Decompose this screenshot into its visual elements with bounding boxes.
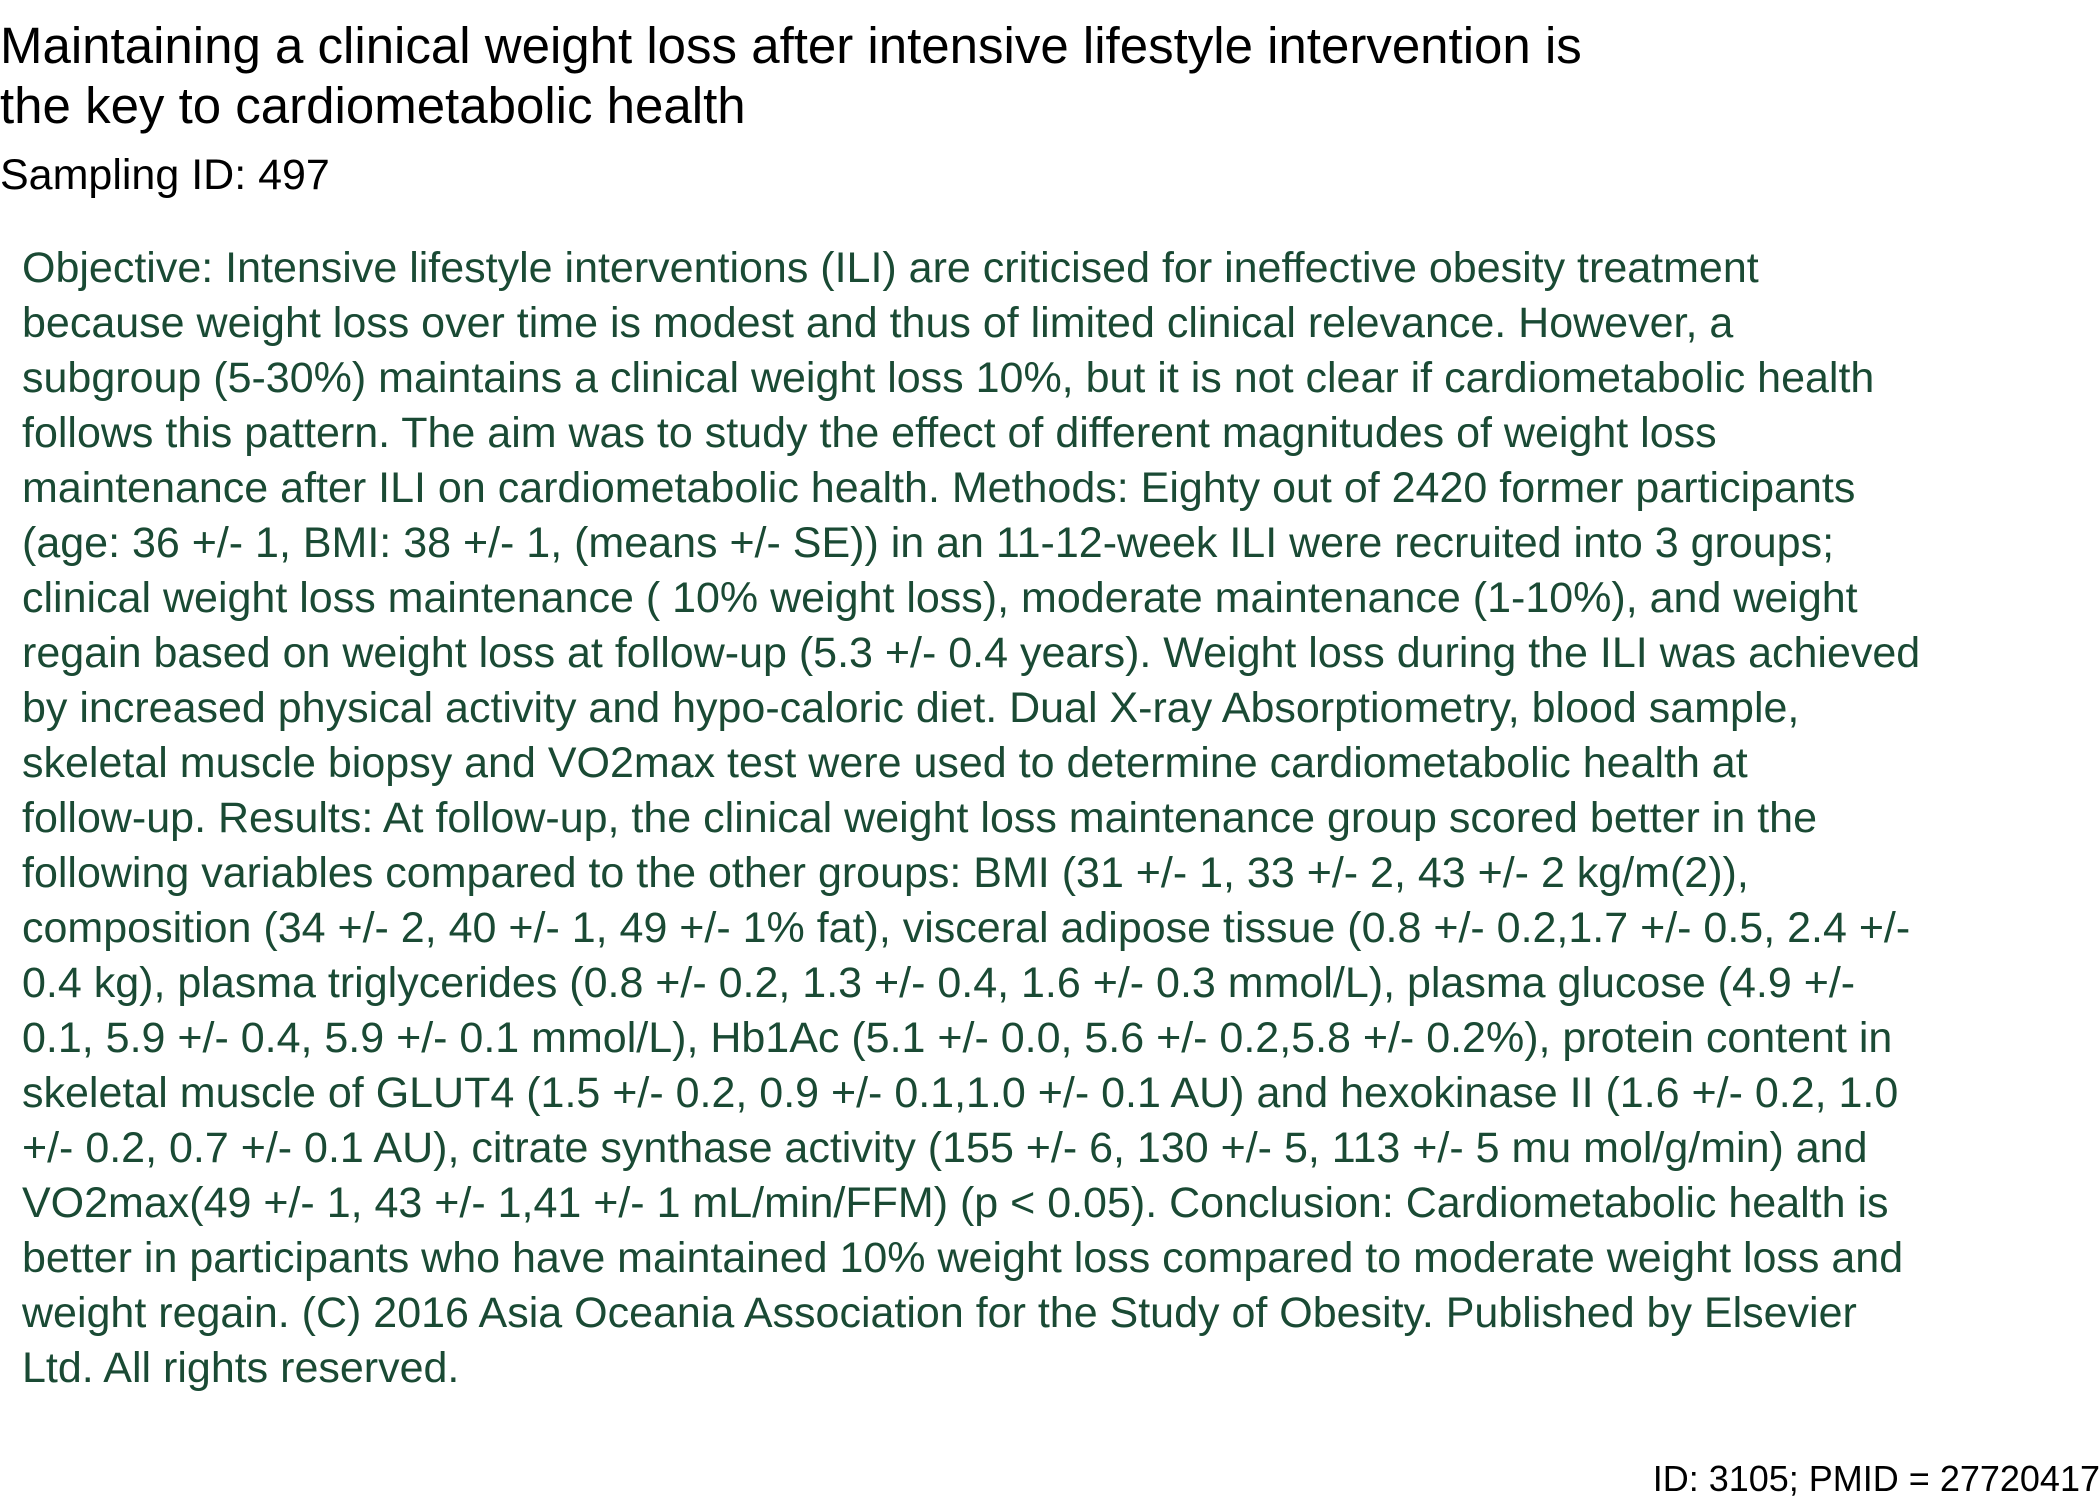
page-title: Maintaining a clinical weight loss after… (0, 16, 1780, 136)
abstract-line: clinical weight loss maintenance ( 10% w… (22, 574, 1858, 622)
abstract-line: weight regain. (C) 2016 Asia Oceania Ass… (22, 1289, 1857, 1337)
abstract-line: (age: 36 +/- 1, BMI: 38 +/- 1, (means +/… (22, 519, 1835, 567)
abstract-line: skeletal muscle biopsy and VO2max test w… (22, 739, 1748, 787)
document-id-footer: ID: 3105; PMID = 27720417 (1652, 1458, 2100, 1499)
abstract-line: composition (34 +/- 2, 40 +/- 1, 49 +/- … (22, 904, 1911, 952)
abstract-line: by increased physical activity and hypo-… (22, 684, 1800, 732)
abstract-line: following variables compared to the othe… (22, 849, 1749, 897)
abstract-line: regain based on weight loss at follow-up… (22, 629, 1921, 677)
abstract-line: skeletal muscle of GLUT4 (1.5 +/- 0.2, 0… (22, 1069, 1899, 1117)
abstract-line: 0.4 kg), plasma triglycerides (0.8 +/- 0… (22, 959, 1856, 1007)
abstract-line: better in participants who have maintain… (22, 1234, 1904, 1282)
abstract-line: +/- 0.2, 0.7 +/- 0.1 AU), citrate syntha… (22, 1124, 1868, 1172)
abstract-line: maintenance after ILI on cardiometabolic… (22, 464, 1856, 512)
title-line-2: the key to cardiometabolic health (0, 77, 746, 134)
abstract-line: follows this pattern. The aim was to stu… (22, 409, 1717, 457)
abstract-line: follow-up. Results: At follow-up, the cl… (22, 794, 1817, 842)
abstract-body: Objective: Intensive lifestyle intervent… (22, 241, 2092, 1396)
abstract-line: 0.1, 5.9 +/- 0.4, 5.9 +/- 0.1 mmol/L), H… (22, 1014, 1893, 1062)
abstract-line: Objective: Intensive lifestyle intervent… (22, 244, 1759, 292)
abstract-line: Ltd. All rights reserved. (22, 1344, 460, 1392)
sampling-id: Sampling ID: 497 (0, 151, 330, 199)
abstract-line: because weight loss over time is modest … (22, 299, 1734, 347)
abstract-line: subgroup (5-30%) maintains a clinical we… (22, 354, 1875, 402)
title-line-1: Maintaining a clinical weight loss after… (0, 17, 1582, 74)
abstract-line: VO2max(49 +/- 1, 43 +/- 1,41 +/- 1 mL/mi… (22, 1179, 1889, 1227)
